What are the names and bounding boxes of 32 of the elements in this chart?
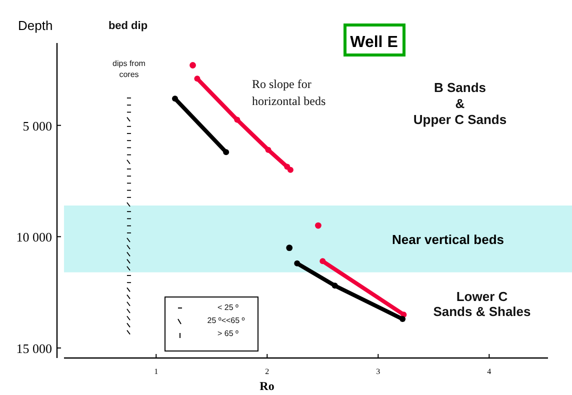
y-tick-label: 10 000	[16, 230, 52, 245]
point	[400, 316, 406, 322]
point	[315, 222, 322, 229]
point	[223, 149, 230, 156]
point	[194, 76, 200, 82]
annotation: > 65 º	[218, 329, 239, 338]
annotation: Lower C Sands & Shales	[433, 289, 531, 319]
x-axis-title: Ro	[260, 379, 274, 393]
chart-title: Well E	[350, 34, 398, 51]
annotation: 25 º<<65 º	[207, 316, 245, 325]
annotation: B Sands & Upper C Sands	[413, 80, 507, 127]
point	[332, 282, 338, 289]
point	[172, 96, 178, 102]
x-tick-label: 2	[265, 367, 270, 376]
point	[234, 116, 240, 123]
y-axis-title: Depth	[18, 18, 53, 33]
y-tick-label: 5 000	[22, 118, 52, 134]
annotation: dips from cores	[112, 59, 146, 79]
annotation: Ro slope for horizontal beds	[252, 77, 326, 108]
point	[286, 244, 293, 252]
x-tick-label: 1	[154, 367, 158, 376]
band-label: Near vertical beds	[392, 232, 504, 247]
point	[190, 62, 196, 68]
point	[294, 260, 300, 266]
point	[287, 166, 294, 173]
x-tick-label: 4	[487, 367, 492, 376]
x-tick-label: 3	[376, 367, 380, 376]
y-tick-label: 15 000	[16, 340, 52, 356]
text: bed dip	[108, 20, 148, 32]
annotation: < 25 º	[218, 303, 239, 312]
point	[320, 258, 326, 264]
point	[265, 146, 272, 153]
